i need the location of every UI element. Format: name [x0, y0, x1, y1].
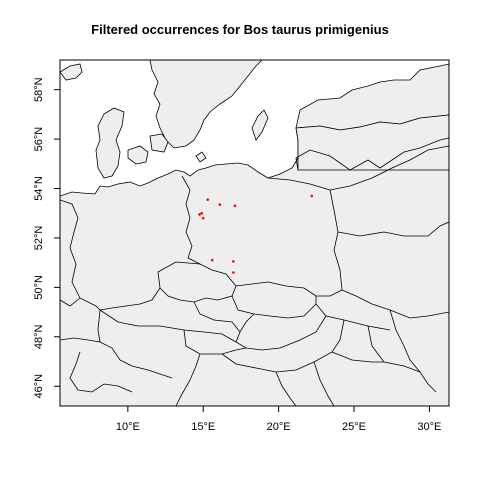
y-tick-label: 48°N [33, 324, 45, 349]
occurrence-point [233, 204, 237, 208]
bornholm [195, 151, 207, 163]
map-title: Filtered occurrences for Bos taurus prim… [91, 22, 389, 37]
sweden [149, 60, 263, 149]
y-tick-label: 50°N [33, 275, 45, 300]
occurrence-point [232, 271, 235, 274]
y-tick-label: 54°N [33, 176, 45, 201]
occurrence-point [201, 216, 205, 220]
y-tick-label: 52°N [33, 226, 45, 251]
x-tick-label: 20°E [267, 421, 291, 433]
occurrence-point [198, 213, 201, 216]
x-tick-label: 10°E [116, 421, 140, 433]
map-geography [60, 60, 449, 406]
gotland [251, 109, 269, 141]
x-tick-label: 30°E [417, 421, 441, 433]
x-tick-label: 25°E [342, 421, 366, 433]
occurrence-point [218, 203, 222, 206]
occurrence-point [232, 260, 235, 263]
x-tick-label: 15°E [191, 421, 215, 433]
occurrence-point [310, 194, 314, 198]
country-borders [60, 137, 449, 406]
y-tick-label: 56°N [33, 127, 45, 152]
danish-islands [127, 133, 169, 165]
plot-frame [59, 59, 450, 407]
occurrence-point [210, 258, 214, 262]
occurrence-point [200, 211, 204, 215]
scandinavia [60, 63, 83, 81]
axis-ticks: 10°E 15°E 20°E 25°E 30°E 46°N 48°N 50°N 52°N 54°N… [33, 77, 441, 433]
y-tick-label: 58°N [33, 77, 45, 102]
y-tick-label: 46°N [33, 374, 45, 399]
occurrence-point [206, 198, 210, 201]
occurrence-points [198, 194, 314, 274]
baltics-coast [295, 114, 449, 171]
jutland [95, 107, 125, 179]
